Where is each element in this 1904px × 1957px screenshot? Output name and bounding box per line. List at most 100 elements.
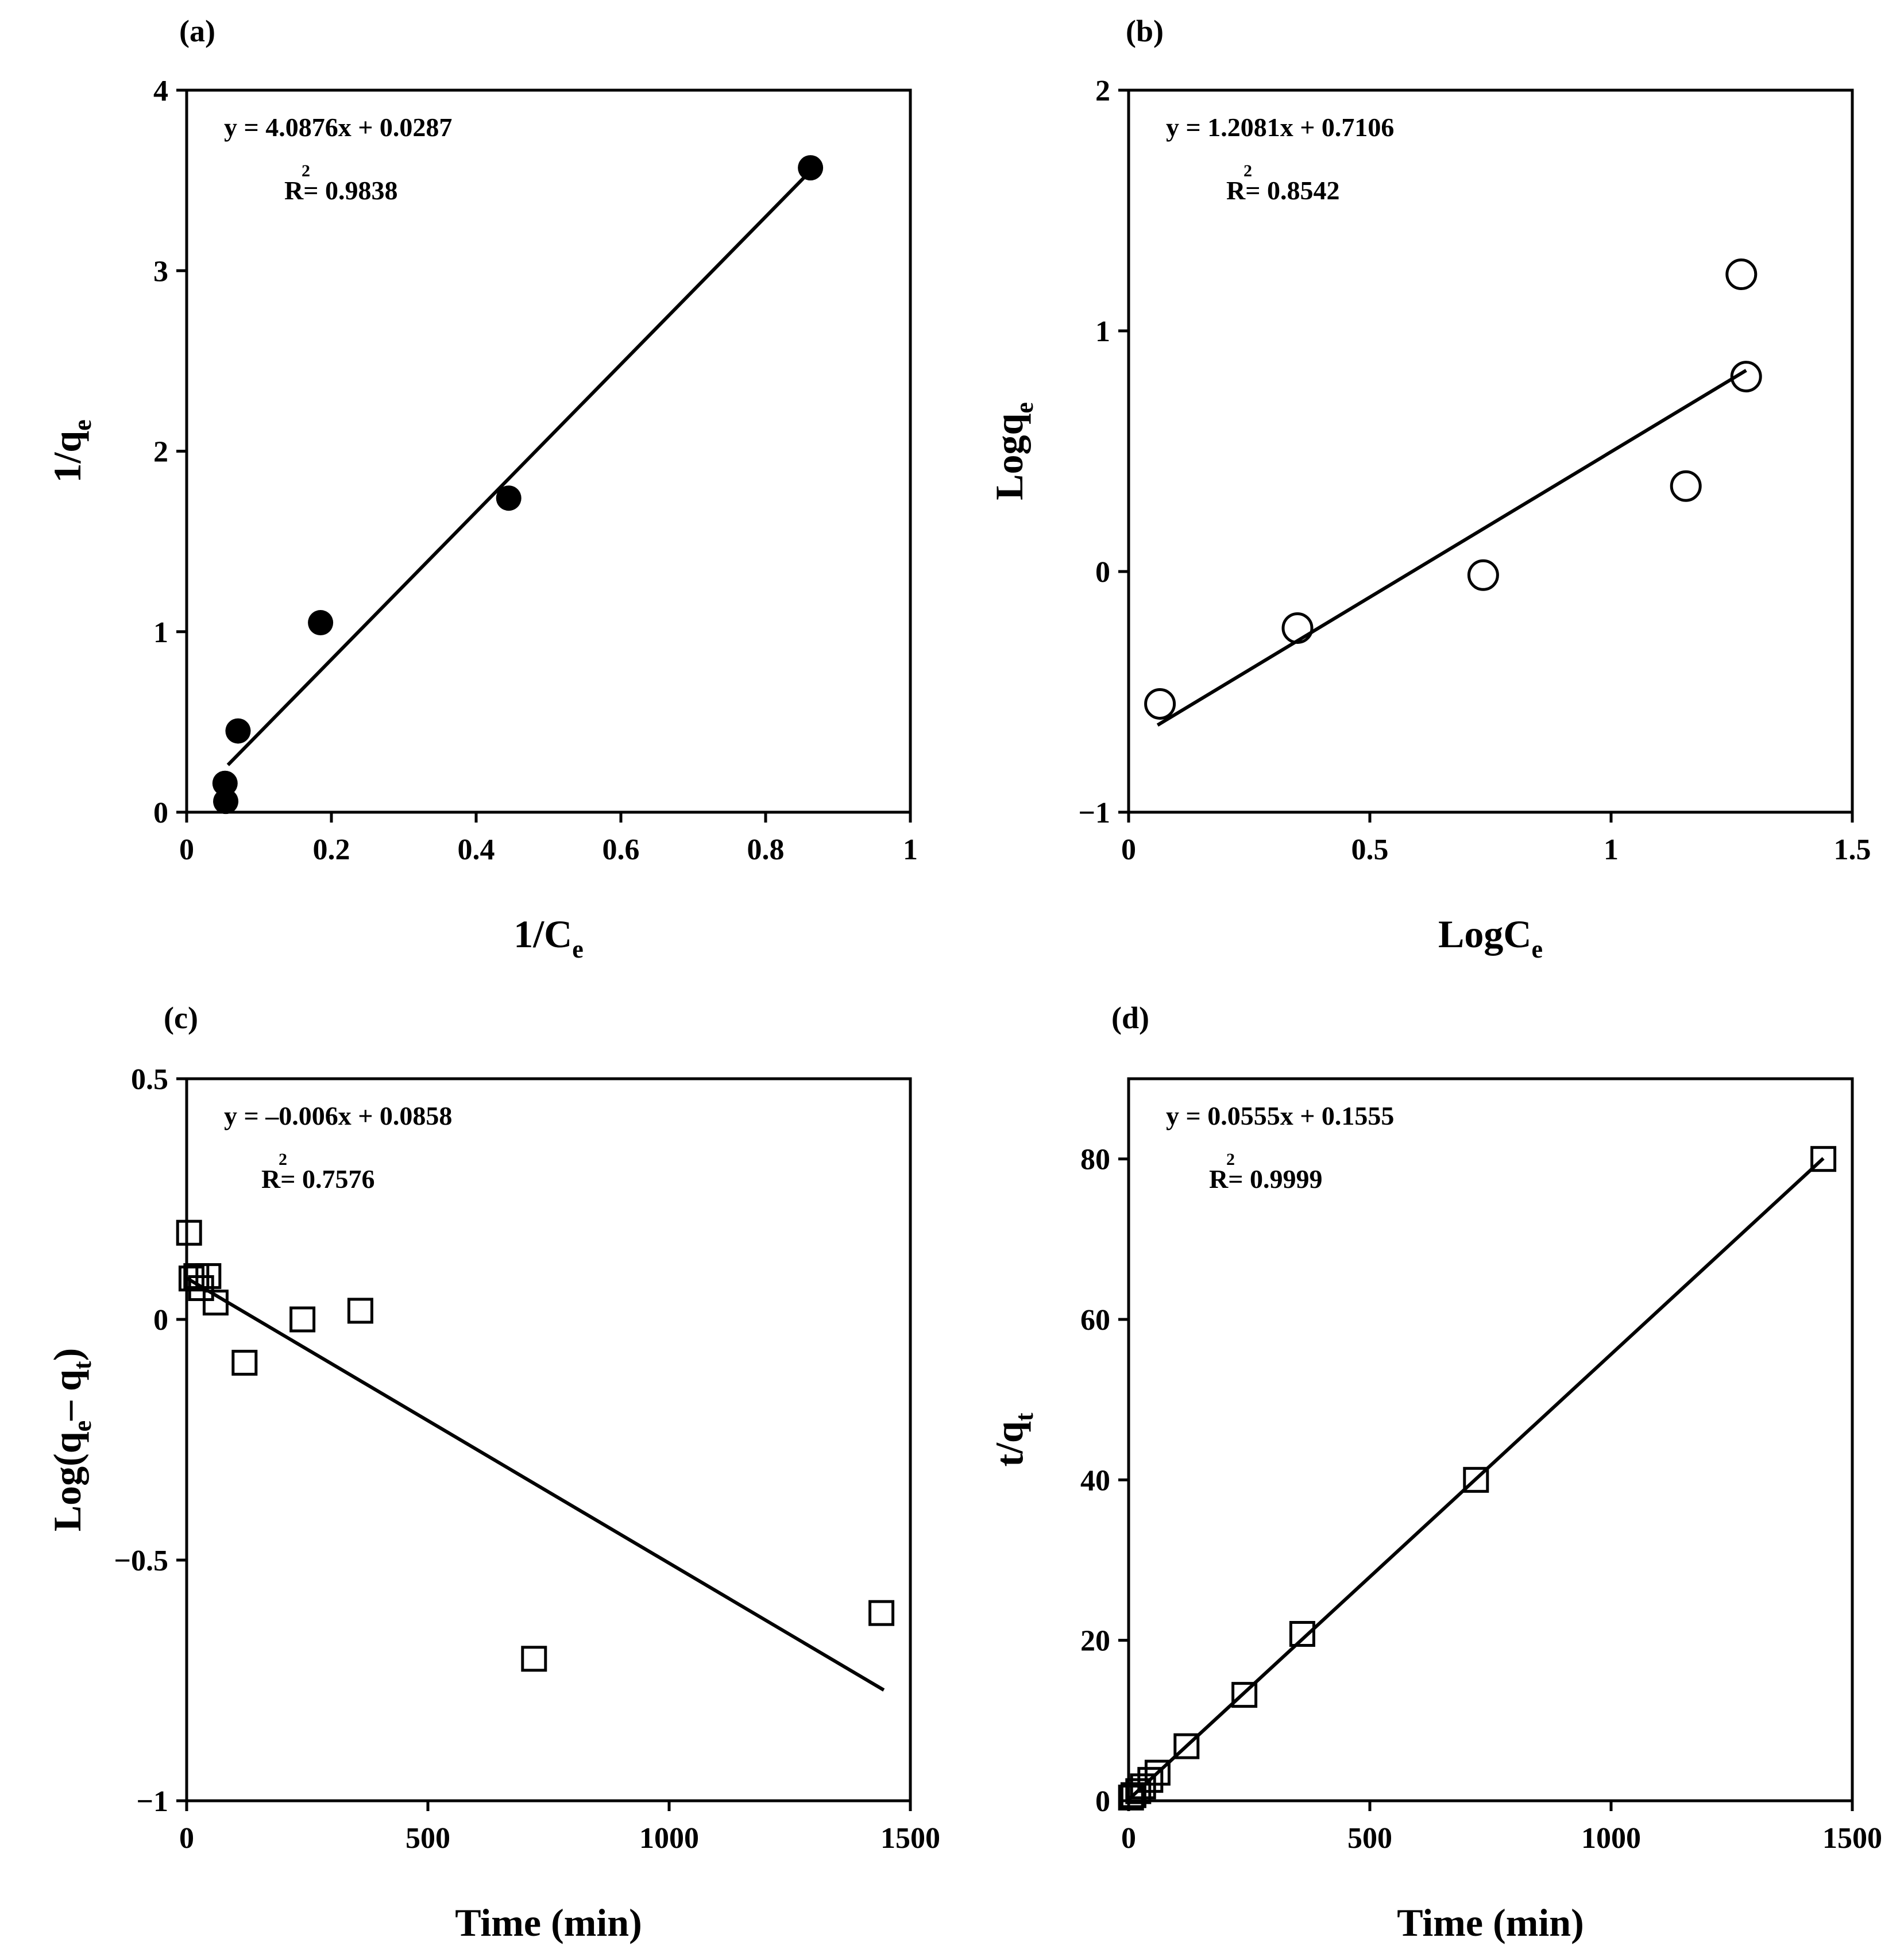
x-tick-label: 1000	[639, 1822, 699, 1855]
y-tick-label: 4	[153, 75, 168, 107]
y-tick-label: 0	[1095, 556, 1110, 589]
y-tick-label: 80	[1080, 1144, 1110, 1176]
y-tick-label: 20	[1080, 1625, 1110, 1658]
data-point	[1130, 1773, 1156, 1800]
trend-line	[226, 169, 812, 766]
trend-line	[1156, 369, 1747, 727]
y-axis-title: 1/qe	[45, 419, 96, 483]
y-tick-label: 3	[153, 255, 168, 288]
y-axis-title: Log(qe– qt)	[45, 1348, 96, 1532]
y-tick-label: −1	[136, 1785, 168, 1818]
x-tick-label: 500	[405, 1822, 450, 1855]
data-point	[195, 1263, 222, 1290]
x-tick-label: 0	[179, 833, 194, 866]
panel-b: (b) 0 0.5 1 1.5 −1 0 1 2 LogCe Logqe y = 1.2081x + …	[987, 14, 1871, 963]
x-tick-label: 1	[903, 833, 918, 866]
data-point	[178, 1265, 204, 1292]
x-tick-label: 500	[1347, 1822, 1392, 1855]
y-tick-label: 0	[153, 797, 168, 829]
trend-line	[186, 1276, 885, 1692]
y-tick-label: 1	[153, 616, 168, 649]
fit-equation: y = 4.0876x + 0.0287	[224, 113, 452, 142]
data-point	[176, 1219, 202, 1246]
r2-value: R= 0.9999	[1209, 1164, 1322, 1194]
panel-a: (a) 0 0.2 0.4 0.6 0.8 1 0 1 2 3 4 1/Ce 1/qe y = 4.0876…	[45, 14, 918, 963]
y-tick-label: 40	[1080, 1464, 1110, 1497]
data-point	[521, 1646, 547, 1672]
x-tick-label: 0.6	[603, 833, 640, 866]
data-point	[1725, 258, 1758, 291]
r2-value: R= 0.9838	[284, 176, 397, 205]
y-tick-label: 60	[1080, 1304, 1110, 1337]
r2-superscript: 2	[279, 1150, 287, 1169]
r2-superscript: 2	[1226, 1150, 1235, 1169]
data-point	[1730, 361, 1762, 393]
data-point	[225, 718, 251, 744]
x-axis-title: 1/Ce	[513, 912, 584, 963]
r2-value: R= 0.8542	[1226, 176, 1339, 205]
data-point	[1173, 1733, 1200, 1759]
x-tick-label: 0.5	[1351, 833, 1389, 866]
data-point	[1289, 1620, 1315, 1647]
y-tick-label: 0.5	[131, 1063, 168, 1096]
x-tick-label: 1.5	[1834, 833, 1871, 866]
data-point	[798, 155, 824, 181]
r2-superscript: 2	[1243, 161, 1252, 180]
y-axis-title: t/qt	[987, 1412, 1038, 1466]
data-point	[289, 1306, 316, 1333]
data-point	[868, 1600, 895, 1626]
x-tick-label: 1	[1604, 833, 1619, 866]
x-axis-title: LogCe	[1438, 912, 1543, 963]
x-tick-label: 0.8	[747, 833, 785, 866]
data-point	[1810, 1146, 1837, 1172]
x-tick-label: 1500	[1822, 1822, 1882, 1855]
x-axis-title: Time (min)	[1397, 1901, 1584, 1944]
x-axis-title: Time (min)	[455, 1901, 642, 1944]
y-tick-label: 0	[1095, 1785, 1110, 1818]
data-point	[1120, 1782, 1146, 1808]
data-point	[1144, 688, 1176, 720]
x-tick-label: 0	[1121, 833, 1136, 866]
plot-frame	[1127, 88, 1854, 814]
x-tick-label: 0	[1121, 1822, 1136, 1855]
data-point	[1137, 1767, 1164, 1793]
y-tick-label: 2	[1095, 75, 1110, 107]
x-tick-label: 1500	[880, 1822, 940, 1855]
y-tick-label: 0	[153, 1304, 168, 1337]
panel-c: (c) 0 500 1000 1500 −1 −0.5 0 0.5 Time (min) Log(q…	[45, 1001, 940, 1944]
y-tick-label: 2	[153, 436, 168, 469]
data-point	[1231, 1682, 1258, 1708]
y-tick-label: −1	[1078, 797, 1110, 829]
data-point	[496, 485, 522, 511]
x-tick-label: 0	[179, 1822, 194, 1855]
data-point	[202, 1290, 229, 1316]
fit-equation: y = 1.2081x + 0.7106	[1166, 113, 1394, 142]
y-tick-label: 1	[1095, 315, 1110, 348]
data-point	[1281, 612, 1314, 644]
data-point	[1144, 1759, 1171, 1786]
data-point	[213, 789, 239, 815]
data-point	[308, 610, 334, 636]
panel-d: (d) 0 500 1000 1500 0 20 40 60 80 Time (min) t/qt y …	[987, 1001, 1882, 1944]
x-tick-label: 1000	[1581, 1822, 1641, 1855]
trend-line	[1127, 1157, 1825, 1801]
plot-frame	[185, 1077, 912, 1802]
r2-value: R= 0.7576	[261, 1164, 374, 1194]
y-tick-label: −0.5	[114, 1545, 168, 1577]
data-point	[1463, 1466, 1489, 1493]
panel-label: (a)	[179, 14, 215, 48]
data-point	[347, 1298, 373, 1324]
data-point	[231, 1349, 258, 1376]
x-tick-label: 0.4	[458, 833, 495, 866]
data-point	[212, 770, 238, 796]
plot-frame	[1127, 1077, 1854, 1802]
y-axis-title: Logqe	[987, 402, 1038, 500]
fit-equation: y = 0.0555x + 0.1555	[1166, 1101, 1394, 1130]
r2-superscript: 2	[302, 161, 310, 180]
data-point	[1467, 559, 1499, 591]
data-point	[1670, 470, 1702, 502]
panel-label: (c)	[164, 1001, 198, 1035]
fit-equation: y = –0.006x + 0.0858	[224, 1101, 452, 1130]
panel-label: (d)	[1111, 1001, 1149, 1035]
